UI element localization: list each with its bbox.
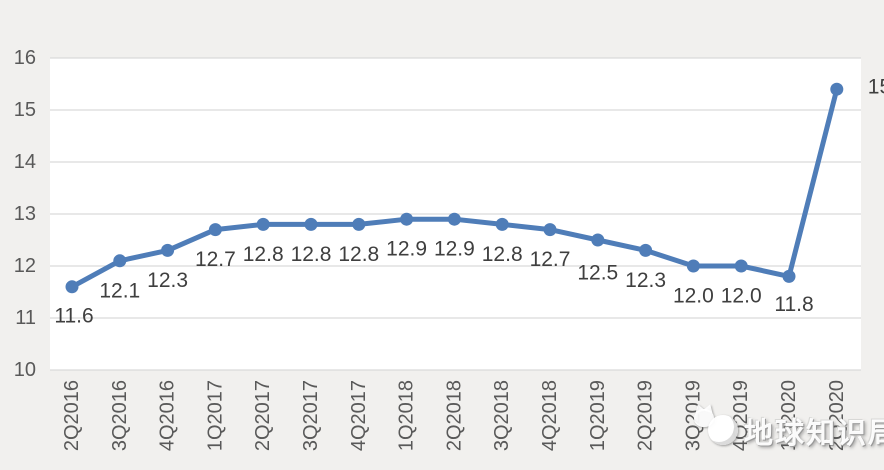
data-point-marker [352, 217, 366, 231]
x-axis-tick-label: 2Q2020 [826, 380, 848, 451]
data-point-marker [495, 217, 509, 231]
data-point-label: 12.9 [386, 238, 427, 261]
x-axis-tick-label: 4Q2016 [157, 380, 179, 451]
data-point-label: 12.3 [625, 269, 666, 292]
x-axis-tick-label: 1Q2018 [396, 380, 418, 451]
data-point-marker [686, 259, 700, 273]
data-point-label: 12.8 [291, 243, 332, 266]
x-axis-tick-label: 2Q2017 [252, 380, 274, 451]
data-point-label: 11.6 [54, 304, 93, 327]
data-point-label: 12.0 [721, 285, 762, 308]
data-point-marker [256, 217, 270, 231]
data-point-label: 12.5 [577, 262, 618, 285]
data-point-marker [161, 243, 175, 257]
data-point-label: 15.4 [868, 76, 884, 99]
data-point-marker [400, 212, 414, 226]
y-axis-tick-label: 10 [14, 359, 36, 381]
x-axis-tick-label: 1Q2017 [204, 380, 226, 451]
y-axis-tick-label: 12 [14, 255, 36, 277]
x-axis-tick-label: 4Q2018 [539, 380, 561, 451]
y-axis-tick-label: 13 [14, 203, 36, 225]
data-point-label: 12.9 [434, 238, 475, 261]
x-axis-tick-label: 4Q2017 [348, 380, 370, 451]
x-axis-tick-label: 3Q2018 [491, 380, 513, 451]
data-point-marker [782, 269, 796, 283]
data-point-label: 12.7 [195, 248, 236, 271]
y-axis-tick-label: 14 [14, 151, 36, 173]
x-axis-tick-label: 3Q2019 [682, 380, 704, 451]
data-point-label: 12.0 [673, 285, 714, 308]
x-axis-tick-label: 3Q2017 [300, 380, 322, 451]
data-point-label: 12.8 [243, 243, 284, 266]
data-point-label: 12.3 [147, 269, 188, 292]
x-axis-tick-label: 3Q2016 [109, 380, 131, 451]
data-point-marker [591, 233, 605, 247]
x-axis-tick-label: 2Q2016 [61, 380, 83, 451]
y-axis-tick-label: 16 [14, 47, 36, 69]
x-axis-tick-label: 2Q2018 [443, 380, 465, 451]
data-point-marker [830, 82, 844, 96]
data-point-marker [304, 217, 318, 231]
data-point-marker [447, 212, 461, 226]
data-point-label: 12.1 [99, 279, 140, 302]
data-point-label: 12.8 [338, 243, 379, 266]
data-point-marker [543, 223, 557, 237]
data-point-marker [208, 223, 222, 237]
y-axis-tick-label: 11 [15, 307, 36, 329]
y-axis-tick-label: 15 [14, 99, 36, 121]
x-axis-tick-label: 1Q2020 [778, 380, 800, 451]
data-point-label: 12.7 [530, 248, 571, 271]
x-axis-tick-label: 4Q2019 [730, 380, 752, 451]
data-point-marker [734, 259, 748, 273]
x-axis-tick-label: 2Q2019 [635, 380, 657, 451]
data-point-marker [113, 254, 127, 268]
data-point-label: 12.8 [482, 243, 523, 266]
x-axis-tick-label: 1Q2019 [587, 380, 609, 451]
data-point-label: 11.8 [774, 293, 813, 316]
data-point-marker [639, 243, 653, 257]
data-point-marker [65, 280, 79, 294]
